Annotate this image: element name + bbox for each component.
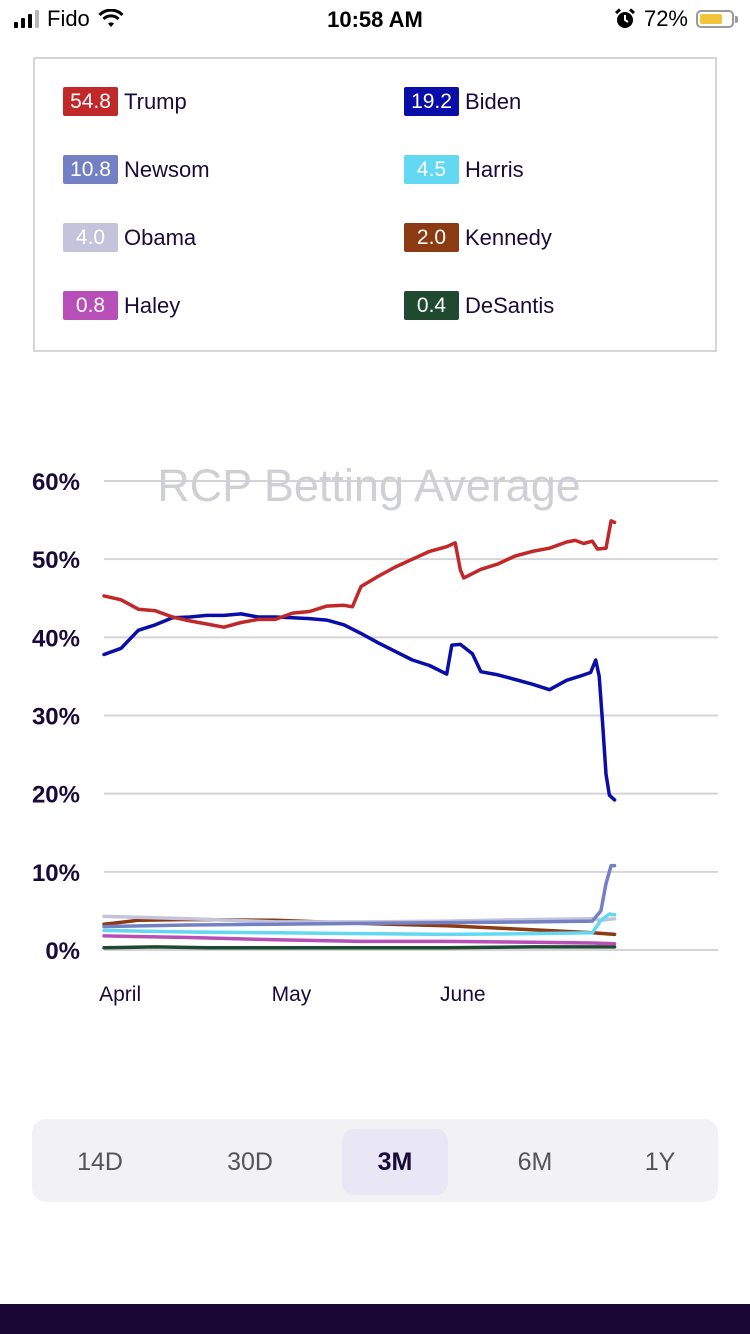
y-tick-label: 60% bbox=[32, 469, 80, 496]
candidate-legend: 54.8 Trump 19.2 Biden 10.8 Newsom 4.5 Harris 4.0… bbox=[33, 57, 717, 352]
legend-value-badge: 2.0 bbox=[404, 223, 459, 252]
tab-30d[interactable]: 30D bbox=[227, 1148, 273, 1176]
legend-name: Obama bbox=[124, 224, 197, 250]
y-tick-label: 40% bbox=[32, 625, 80, 652]
legend-item-obama[interactable]: 4.0 Obama bbox=[63, 223, 196, 252]
x-tick-label: April bbox=[99, 983, 141, 1006]
x-tick-label: June bbox=[440, 983, 486, 1006]
status-right: 72% bbox=[614, 6, 738, 32]
legend-item-trump[interactable]: 54.8 Trump bbox=[63, 87, 187, 116]
wifi-icon bbox=[98, 9, 124, 27]
legend-value-badge: 10.8 bbox=[63, 155, 118, 184]
clock: 10:58 AM bbox=[327, 7, 423, 32]
legend-item-kennedy[interactable]: 2.0 Kennedy bbox=[404, 223, 552, 252]
legend-name: Trump bbox=[124, 88, 187, 114]
series-line-trump bbox=[102, 519, 617, 629]
legend-value-badge: 19.2 bbox=[404, 87, 459, 116]
legend-value-badge: 0.8 bbox=[63, 291, 118, 320]
series-line-biden bbox=[102, 612, 617, 802]
battery-percent: 72% bbox=[643, 6, 688, 31]
carrier-label: Fido bbox=[47, 6, 90, 31]
chart-svg: 60% 50% 40% 30% 20% 10% 0% RCP Betting Average A… bbox=[32, 460, 718, 1006]
legend-name: DeSantis bbox=[465, 292, 555, 318]
tab-3m[interactable]: 3M bbox=[342, 1129, 448, 1195]
y-tick-label: 10% bbox=[32, 860, 80, 887]
y-tick-label: 0% bbox=[45, 938, 80, 965]
legend-name: Biden bbox=[465, 88, 522, 114]
series-line-desantis bbox=[102, 945, 617, 950]
range-tabs: 14D 30D 3M 6M 1Y bbox=[32, 1119, 718, 1202]
y-tick-label: 30% bbox=[32, 704, 80, 731]
series-line-haley bbox=[102, 934, 617, 946]
legend-value-badge: 4.0 bbox=[63, 223, 118, 252]
legend-value-badge: 4.5 bbox=[404, 155, 459, 184]
legend-item-biden[interactable]: 19.2 Biden bbox=[404, 87, 521, 116]
legend-name: Kennedy bbox=[465, 224, 552, 250]
x-tick-label: May bbox=[272, 983, 312, 1006]
series-line-harris bbox=[102, 912, 617, 937]
legend-name: Newsom bbox=[124, 156, 210, 182]
tab-1y[interactable]: 1Y bbox=[644, 1148, 676, 1176]
signal-icon bbox=[14, 10, 39, 28]
series-line-newsom bbox=[102, 863, 617, 929]
legend-name: Harris bbox=[465, 156, 524, 182]
chart-title: RCP Betting Average bbox=[157, 460, 581, 511]
betting-chart: 60% 50% 40% 30% 20% 10% 0% RCP Betting Average A… bbox=[0, 440, 750, 1020]
status-bar: Fido 10:58 AM 72% bbox=[0, 0, 750, 40]
alarm-icon bbox=[614, 8, 635, 28]
status-left: Fido bbox=[14, 6, 124, 32]
legend-item-newsom[interactable]: 10.8 Newsom bbox=[63, 155, 210, 184]
tab-6m[interactable]: 6M bbox=[517, 1148, 553, 1176]
tab-14d[interactable]: 14D bbox=[77, 1148, 123, 1176]
y-tick-label: 20% bbox=[32, 782, 80, 809]
battery-icon bbox=[696, 10, 738, 28]
legend-name: Haley bbox=[124, 292, 181, 318]
legend-item-desantis[interactable]: 0.4 DeSantis bbox=[404, 291, 554, 320]
legend-value-badge: 0.4 bbox=[404, 291, 459, 320]
bottom-bar bbox=[0, 1304, 750, 1334]
y-tick-label: 50% bbox=[32, 547, 80, 574]
legend-value-badge: 54.8 bbox=[63, 87, 118, 116]
legend-item-haley[interactable]: 0.8 Haley bbox=[63, 291, 180, 320]
legend-item-harris[interactable]: 4.5 Harris bbox=[404, 155, 524, 184]
